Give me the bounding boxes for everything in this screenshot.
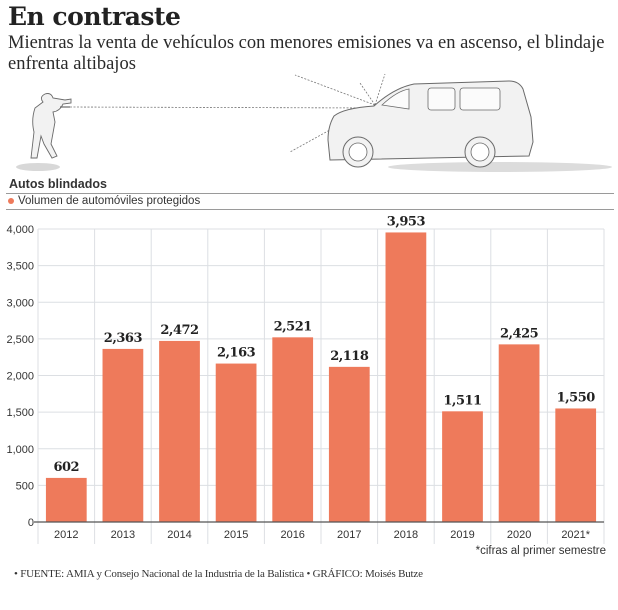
bar: [385, 232, 427, 522]
y-tick-label: 2,000: [6, 371, 34, 383]
illustration: [16, 73, 612, 172]
bar: [442, 411, 483, 522]
divider: [6, 209, 614, 210]
x-tick-label: 2015: [224, 529, 248, 541]
y-tick-label: 2,500: [6, 334, 34, 346]
x-tick-label: 2020: [507, 529, 531, 541]
legend: Volumen de automóviles protegidos: [8, 195, 200, 207]
chart-note: *cifras al primer semestre: [475, 545, 606, 557]
data-label: 602: [53, 460, 79, 475]
bar: [328, 366, 370, 522]
data-label: 2,425: [500, 326, 539, 341]
bar: [159, 340, 200, 522]
x-tick-label: 2019: [450, 529, 474, 541]
y-tick-label: 1,000: [6, 444, 34, 456]
x-tick-label: 2013: [111, 529, 135, 541]
y-tick-label: 0: [28, 517, 34, 529]
x-tick-label: 2021*: [561, 529, 590, 541]
bar: [102, 348, 144, 522]
data-label: 2,472: [160, 323, 198, 338]
x-tick-label: 2014: [167, 529, 191, 541]
data-label: 2,363: [104, 331, 143, 346]
bar: [272, 337, 314, 522]
divider: [6, 193, 614, 194]
armored-suv: [327, 80, 612, 172]
y-tick-label: 3,500: [6, 261, 34, 273]
x-tick-label: 2017: [337, 529, 361, 541]
bullet-trajectory: [69, 106, 376, 109]
x-tick-label: 2016: [280, 529, 304, 541]
data-label: 1,550: [557, 390, 596, 405]
bar: [45, 477, 87, 522]
bar: [215, 363, 257, 522]
data-label: 2,521: [274, 319, 312, 334]
x-tick-label: 2012: [54, 529, 78, 541]
y-tick-label: 500: [16, 480, 34, 492]
data-label: 2,118: [330, 349, 369, 364]
shooter-figure: [16, 93, 72, 171]
bar-chart: 0 500 1,000 1,500 2,000 2,500 3,000 3,500 4,000 6…: [6, 214, 605, 544]
page-subtitle: Mientras la venta de vehículos con menor…: [8, 33, 605, 74]
data-label: 3,953: [387, 214, 426, 229]
source-credit: • FUENTE: AMIA y Consejo Nacional de la …: [14, 568, 423, 580]
legend-label: Volumen de automóviles protegidos: [18, 195, 201, 207]
data-label: 2,163: [217, 346, 256, 361]
legend-swatch: [8, 198, 14, 204]
y-tick-label: 4,000: [6, 224, 34, 236]
bar: [555, 408, 597, 522]
bar: [498, 344, 540, 522]
y-tick-label: 3,000: [6, 297, 34, 309]
x-tick-label: 2018: [394, 529, 418, 541]
page-title: En contraste: [8, 2, 181, 31]
data-label: 1,511: [443, 393, 481, 408]
y-tick-label: 1,500: [6, 407, 34, 419]
chart-title: Autos blindados: [9, 177, 107, 191]
impact-rays: [289, 73, 386, 153]
